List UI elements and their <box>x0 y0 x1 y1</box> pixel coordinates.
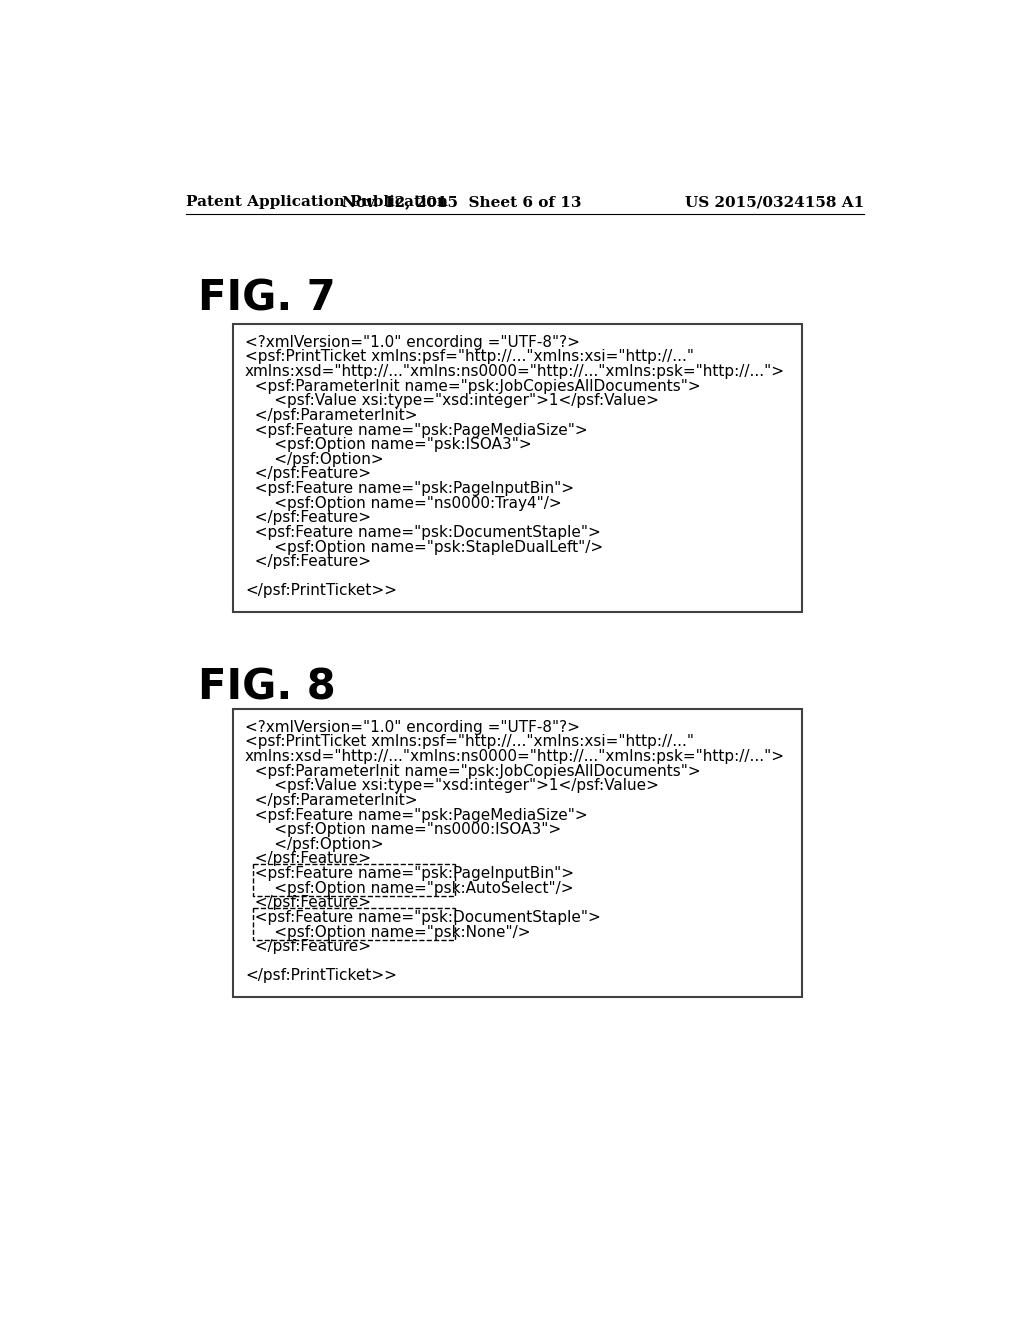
Text: </psf:PrintTicket>>: </psf:PrintTicket>> <box>245 969 397 983</box>
Bar <box>232 323 802 612</box>
Text: </psf:Option>: </psf:Option> <box>245 837 384 851</box>
Text: <psf:Option name="psk:AutoSelect"/>: <psf:Option name="psk:AutoSelect"/> <box>245 880 573 896</box>
Text: <psf:Option name="psk:ISOA3">: <psf:Option name="psk:ISOA3"> <box>245 437 531 453</box>
Text: xmlns:xsd="http://..."xmlns:ns0000="http://..."xmlns:psk="http://...">: xmlns:xsd="http://..."xmlns:ns0000="http… <box>245 748 785 764</box>
Text: </psf:Feature>: </psf:Feature> <box>245 466 371 482</box>
Text: Patent Application Publication: Patent Application Publication <box>186 195 449 210</box>
Text: <psf:PrintTicket xmlns:psf="http://..."xmlns:xsi="http://...": <psf:PrintTicket xmlns:psf="http://..."x… <box>245 350 694 364</box>
Text: <psf:Feature name="psk:PageInputBin">: <psf:Feature name="psk:PageInputBin"> <box>245 866 574 880</box>
Text: <psf:ParameterInit name="psk:JobCopiesAllDocuments">: <psf:ParameterInit name="psk:JobCopiesAl… <box>245 763 700 779</box>
Text: </psf:Option>: </psf:Option> <box>245 451 384 467</box>
Text: xmlns:xsd="http://..."xmlns:ns0000="http://..."xmlns:psk="http://...">: xmlns:xsd="http://..."xmlns:ns0000="http… <box>245 364 785 379</box>
Text: <psf:Feature name="psk:DocumentStaple">: <psf:Feature name="psk:DocumentStaple"> <box>245 525 601 540</box>
Text: <psf:Value xsi:type="xsd:integer">1</psf:Value>: <psf:Value xsi:type="xsd:integer">1</psf… <box>245 393 658 408</box>
Text: </psf:Feature>: </psf:Feature> <box>245 940 371 954</box>
Text: </psf:ParameterInit>: </psf:ParameterInit> <box>245 793 418 808</box>
Text: <psf:Option name="psk:None"/>: <psf:Option name="psk:None"/> <box>245 924 530 940</box>
Text: </psf:Feature>: </psf:Feature> <box>245 895 371 911</box>
Text: <psf:Feature name="psk:PageInputBin">: <psf:Feature name="psk:PageInputBin"> <box>245 480 574 496</box>
Text: <psf:PrintTicket xmlns:psf="http://..."xmlns:xsi="http://...": <psf:PrintTicket xmlns:psf="http://..."x… <box>245 734 694 750</box>
Text: Nov. 12, 2015  Sheet 6 of 13: Nov. 12, 2015 Sheet 6 of 13 <box>341 195 581 210</box>
Bar <box>253 865 456 896</box>
Text: <psf:ParameterInit name="psk:JobCopiesAllDocuments">: <psf:ParameterInit name="psk:JobCopiesAl… <box>245 379 700 393</box>
Bar <box>253 908 456 940</box>
Text: <psf:Option name="psk:StapleDualLeft"/>: <psf:Option name="psk:StapleDualLeft"/> <box>245 540 603 554</box>
Text: <?xmlVersion="1.0" encording ="UTF-8"?>: <?xmlVersion="1.0" encording ="UTF-8"?> <box>245 335 580 350</box>
Text: <psf:Value xsi:type="xsd:integer">1</psf:Value>: <psf:Value xsi:type="xsd:integer">1</psf… <box>245 779 658 793</box>
Bar <box>232 709 802 997</box>
Text: </psf:Feature>: </psf:Feature> <box>245 851 371 866</box>
Text: </psf:ParameterInit>: </psf:ParameterInit> <box>245 408 418 422</box>
Text: FIG. 8: FIG. 8 <box>198 667 336 709</box>
Text: <psf:Feature name="psk:PageMediaSize">: <psf:Feature name="psk:PageMediaSize"> <box>245 808 588 822</box>
Text: </psf:Feature>: </psf:Feature> <box>245 511 371 525</box>
Text: <psf:Option name="ns0000:ISOA3">: <psf:Option name="ns0000:ISOA3"> <box>245 822 561 837</box>
Text: </psf:Feature>: </psf:Feature> <box>245 554 371 569</box>
Text: <psf:Feature name="psk:DocumentStaple">: <psf:Feature name="psk:DocumentStaple"> <box>245 909 601 925</box>
Text: FIG. 7: FIG. 7 <box>198 277 336 319</box>
Text: <psf:Feature name="psk:PageMediaSize">: <psf:Feature name="psk:PageMediaSize"> <box>245 422 588 437</box>
Text: US 2015/0324158 A1: US 2015/0324158 A1 <box>685 195 864 210</box>
Text: </psf:PrintTicket>>: </psf:PrintTicket>> <box>245 583 397 598</box>
Text: <psf:Option name="ns0000:Tray4"/>: <psf:Option name="ns0000:Tray4"/> <box>245 496 561 511</box>
Text: <?xmlVersion="1.0" encording ="UTF-8"?>: <?xmlVersion="1.0" encording ="UTF-8"?> <box>245 719 580 735</box>
